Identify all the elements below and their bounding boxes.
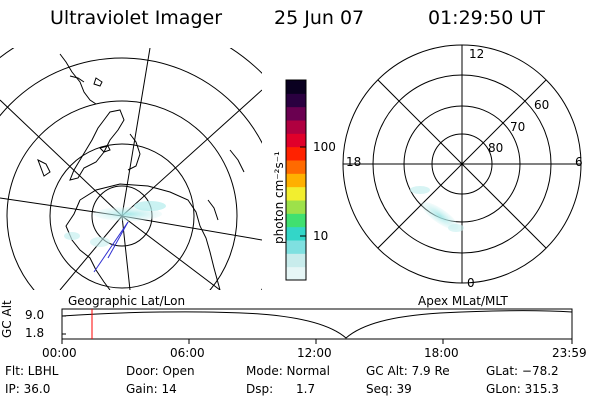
falklands-coast [69,75,85,83]
timeline-x-tick-label: 23:59 [552,346,587,360]
coast-line [207,199,219,221]
geographic-panel-label: Geographic Lat/Lon [68,294,186,308]
antarctic-peninsula-coast [69,109,125,181]
meridian-line [59,215,123,290]
colorbar-segment [286,173,306,188]
mlt-label-0: 0 [467,276,475,290]
lat-circle [49,143,195,289]
island-coast [99,145,111,153]
colorbar-segment [286,80,306,94]
mode-info: Mode: Normal [246,364,330,378]
lat-circle [6,100,238,290]
timeline-frame [61,308,573,340]
colorbar-segment [286,160,306,174]
colorbar-segment [286,213,306,228]
timeline-x-tick-label: 06:00 [170,346,205,360]
satellite-track-line [93,221,129,273]
timeline-y-tick-label: 1.8 [25,326,45,340]
meridian-line [121,215,221,290]
imager-title: Ultraviolet Imager [50,7,223,29]
mlat-label-70: 70 [510,120,526,134]
gain-info: Gain: 14 [126,382,177,396]
meridian-line [121,89,262,217]
colorbar-segment [286,120,306,134]
mlt-label-18: 18 [346,155,362,169]
right-aurora-emission [410,186,464,232]
colorbar-segment [286,200,306,214]
image-time: 01:29:50 UT [428,7,545,29]
glat-info: GLat: −78.2 [486,364,559,378]
colorbar-segment [286,133,306,148]
timeline-x-tick-label: 18:00 [424,346,459,360]
south-america-coast [59,53,97,105]
magnetic-polar-plot [342,44,582,284]
magnetic-panel-label: Apex MLat/MLT [418,294,508,308]
antarctic-coast [65,199,111,290]
colorbar-segment [286,93,306,108]
meridian-line [121,48,151,217]
colorbar-segment [286,266,306,281]
colorbar-segment [286,146,306,161]
colorbar-tick-label: 10 [313,229,329,243]
mlt-diagonal-line [377,79,547,249]
colorbar-frame [285,79,307,281]
island-coast [37,158,51,177]
colorbar-tick-label: 100 [313,140,336,154]
gc-alt-info: GC Alt: 7.9 Re [366,364,450,378]
filter-info: Flt: LBHL [5,364,59,378]
colorbar-segment [286,186,306,201]
colorbar-segment [286,240,306,254]
door-info: Door: Open [126,364,195,378]
gc-altitude-curve [61,310,573,339]
antarctic-coast [79,183,221,290]
left-aurora-emission [64,201,166,247]
mlt-label-12: 12 [469,47,485,61]
mlat-label-80: 80 [488,141,504,155]
mlat-label-60: 60 [534,98,550,112]
colorbar [286,80,306,281]
colorbar-segment [286,226,306,241]
seq-info: Seq: 39 [366,382,412,396]
coast-line [229,149,245,173]
image-date: 25 Jun 07 [274,7,365,29]
meridian-line [121,215,131,290]
timeline-x-tick-label: 00:00 [42,346,77,360]
satellite-track-line [107,221,129,259]
island-coast [93,77,103,87]
mlt-label-6: 6 [575,155,583,169]
colorbar-segment [286,106,306,121]
colorbar-segment [286,253,306,268]
timeline-axis-label: GC Alt [0,300,14,338]
weddell-coast [127,133,141,171]
timeline-x-tick-label: 12:00 [297,346,332,360]
lat-circle [0,57,262,290]
colorbar-unit-label: photon cm⁻²s⁻¹ [272,151,286,244]
ip-info: IP: 36.0 [5,382,51,396]
meridian-line [0,99,123,217]
glon-info: GLon: 315.3 [486,382,559,396]
timeline-y-tick-label: 9.0 [25,308,45,322]
dsp-info: Dsp: 1.7 [246,382,316,396]
